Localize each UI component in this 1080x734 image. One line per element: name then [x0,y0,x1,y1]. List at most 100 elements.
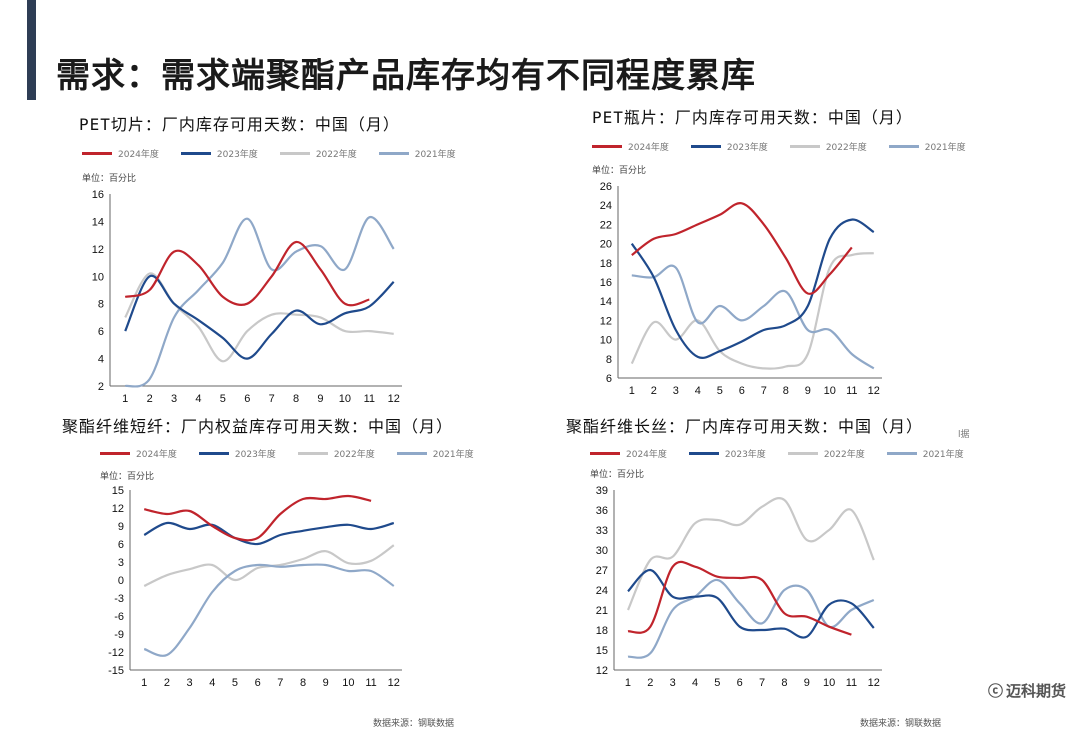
legend-swatch [592,145,622,148]
x-tick-label: 2 [647,677,653,689]
legend-label: 2022年度 [315,150,357,160]
x-tick-label: 11 [364,393,375,405]
y-tick-label: 8 [98,299,104,311]
y-tick-label: 12 [600,315,612,327]
y-tick-label: 15 [112,485,124,497]
chart-3-unit: 单位：百分比 [100,472,155,482]
y-tick-label: 26 [600,181,612,193]
legend-item-2024: 2024年度 [82,147,159,160]
legend-swatch [886,452,917,455]
x-tick-label: 9 [804,677,810,689]
legend-swatch [100,452,130,455]
y-tick-label: 21 [596,605,608,617]
x-tick-label: 2 [147,393,153,405]
x-tick-label: 6 [737,677,743,689]
chart-3-title: 聚酯纤维短纤：厂内权益库存可用天数：中国（月） [62,417,454,436]
legend-item-2023: 2023年度 [688,447,766,460]
legend-label: 2023年度 [234,450,276,460]
legend-item-2021: 2021年度 [396,447,474,460]
y-tick-label: 8 [606,354,612,366]
y-tick-label: 6 [606,373,612,385]
legend-item-2021: 2021年度 [378,147,456,160]
chart-4-title: 聚酯纤维长丝：厂内库存可用天数：中国（月） [566,417,924,436]
x-tick-label: 1 [629,385,635,397]
legend-label: 2021年度 [414,150,456,160]
legend-item-2023: 2023年度 [198,447,276,460]
x-tick-label: 8 [300,677,306,689]
y-tick-label: 39 [596,485,608,497]
y-tick-label: 18 [600,258,612,270]
legend-item-2023: 2023年度 [180,147,258,160]
legend-label: 2022年度 [823,450,865,460]
legend-swatch [396,452,427,455]
chart-1-legend: 2024年度 2023年度 2022年度 2021年度 [82,147,456,160]
legend-label: 2023年度 [724,450,766,460]
series-line-2021年度 [631,264,875,370]
series-line-2023年度 [627,568,875,639]
cut-off-text: l据 [958,430,970,440]
legend-label: 2021年度 [924,143,966,153]
y-tick-label: -12 [108,647,124,659]
chart-1-title: PET切片：厂内库存可用天数：中国（月） [79,115,400,134]
series-line-2023年度 [630,218,875,359]
x-tick-label: 2 [651,385,657,397]
chart-4-unit: 单位：百分比 [590,470,645,480]
x-tick-label: 11 [846,677,857,689]
x-tick-label: 6 [244,393,250,405]
legend-label: 2022年度 [825,143,867,153]
y-tick-label: -9 [114,629,124,641]
legend-item-2024: 2024年度 [592,140,669,153]
x-tick-label: 9 [323,677,329,689]
x-tick-label: 3 [670,677,676,689]
legend-label: 2024年度 [626,450,667,460]
legend-item-2021: 2021年度 [888,140,966,153]
x-tick-label: 3 [187,677,193,689]
x-tick-label: 3 [673,385,679,397]
series-line-2021年度 [627,578,875,659]
legend-item-2022: 2022年度 [297,447,375,460]
legend-item-2022: 2022年度 [279,147,357,160]
series-line-2022年度 [630,252,874,370]
chart-3-legend: 2024年度 2023年度 2022年度 2021年度 [100,447,474,460]
x-tick-label: 5 [714,677,720,689]
series-line-2024年度 [627,560,852,636]
x-tick-label: 1 [625,677,631,689]
legend-swatch [688,452,719,455]
y-tick-label: 0 [118,575,124,587]
legend-swatch [787,452,818,455]
y-tick-label: 24 [596,585,608,597]
y-tick-label: 30 [596,545,608,557]
series-line-2024年度 [631,202,853,295]
legend-swatch [789,145,820,148]
x-tick-label: 4 [692,677,698,689]
series-line-2024年度 [124,240,370,307]
x-tick-label: 7 [759,677,765,689]
legend-label: 2024年度 [628,143,669,153]
legend-label: 2023年度 [726,143,768,153]
x-tick-label: 12 [388,677,400,689]
y-tick-label: 14 [600,296,612,308]
y-tick-label: 12 [596,665,608,677]
y-tick-label: 12 [92,244,104,256]
y-tick-label: 4 [98,354,104,366]
x-tick-label: 11 [365,677,376,689]
series-line-2022年度 [626,497,875,611]
x-tick-label: 8 [781,677,787,689]
source-note-left: 数据来源：钢联数据 [373,719,455,729]
x-tick-label: 7 [761,385,767,397]
y-tick-label: 3 [118,557,124,569]
legend-swatch [198,452,229,455]
chart-4-legend: 2024年度 2023年度 2022年度 2021年度 [590,447,964,460]
legend-label: 2023年度 [216,150,258,160]
y-tick-label: 20 [600,239,612,251]
legend-label: 2024年度 [136,450,177,460]
x-tick-label: 12 [868,677,880,689]
legend-swatch [180,152,211,155]
series-line-2024年度 [143,494,372,542]
y-tick-label: -3 [114,593,124,605]
y-tick-label: -6 [114,611,124,623]
y-tick-label: 6 [98,326,104,338]
